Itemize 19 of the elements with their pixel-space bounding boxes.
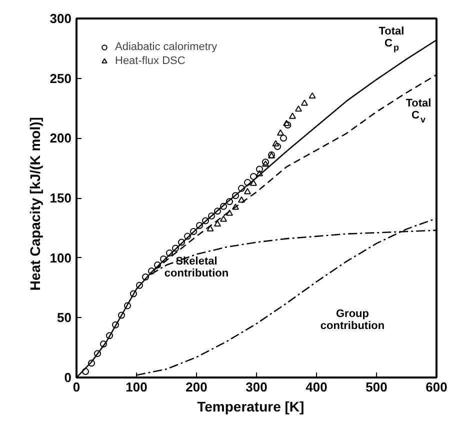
legend-label: Heat-flux DSC: [115, 54, 186, 68]
x-tick-label: 100: [126, 380, 148, 394]
x-tick-label: 600: [426, 380, 448, 394]
legend-label: Adiabatic calorimetry: [115, 40, 218, 54]
y-tick-label: 150: [50, 190, 72, 206]
y-tick-label: 0: [64, 370, 72, 385]
x-tick-label: 500: [366, 380, 388, 394]
x-tick-label: 300: [246, 380, 268, 394]
x-axis-title: Temperature [K]: [197, 398, 304, 414]
y-tick-label: 300: [50, 11, 72, 26]
y-tick-label: 200: [50, 130, 72, 146]
y-tick-label: 250: [50, 70, 72, 86]
x-tick-label: 400: [306, 380, 328, 394]
y-tick-label: 50: [57, 310, 72, 326]
annotation: Group contribution: [320, 308, 385, 332]
annotation: Skeletal contribution: [164, 255, 229, 280]
x-tick-label: 200: [186, 380, 208, 394]
y-axis-title: Heat Capacity [kJ/(K mol)]: [26, 117, 43, 291]
y-tick-label: 100: [50, 250, 72, 266]
